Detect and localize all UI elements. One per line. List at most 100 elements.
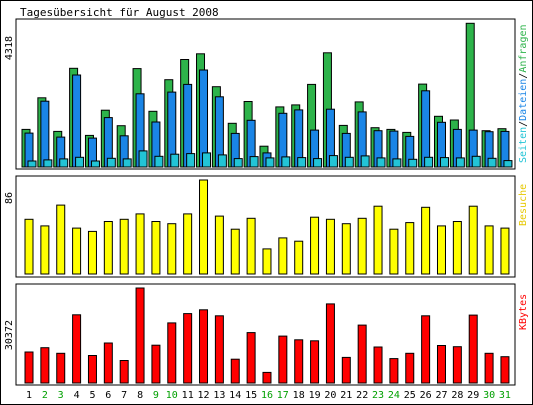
visits-legend: Besuche (518, 184, 529, 226)
day-label-18: 18 (293, 390, 305, 401)
besuche-bar-8 (135, 213, 145, 275)
besuche-bar-12 (199, 179, 209, 275)
kbytes-bar-14 (230, 358, 240, 384)
kbytes-bar-5 (87, 355, 97, 384)
day-label-21: 21 (340, 390, 352, 401)
kbytes-bar-13 (214, 315, 224, 384)
kbytes-bar-6 (103, 342, 113, 384)
kbytes-bar-16 (262, 371, 272, 384)
besuche-bar-26 (421, 206, 431, 275)
besuche-bar-7 (119, 218, 129, 275)
visits-bars (24, 179, 510, 275)
kbytes-bars (24, 287, 510, 384)
kbytes-bar-12 (199, 309, 209, 384)
seiten-bar-3 (59, 158, 69, 168)
seiten-bar-20 (328, 155, 338, 168)
day-label-1: 1 (26, 390, 32, 401)
besuche-bar-22 (357, 217, 367, 275)
day-label-17: 17 (277, 390, 289, 401)
seiten-bar-11 (186, 153, 196, 168)
hits-files-pages-bars (21, 22, 513, 168)
besuche-bar-3 (56, 204, 66, 275)
day-label-2: 2 (42, 390, 48, 401)
visits-max-label: 86 (4, 192, 15, 204)
day-label-29: 29 (467, 390, 479, 401)
kbytes-bar-23 (373, 346, 383, 384)
seiten-bar-23 (376, 157, 386, 168)
day-label-5: 5 (89, 390, 95, 401)
kbytes-bar-1 (24, 351, 34, 384)
kbytes-bar-2 (40, 347, 50, 384)
hits-files-pages-panel: 4318 Seiten/Dateien/Anfragen (4, 18, 529, 170)
kbytes-bar-24 (389, 358, 399, 384)
day-label-15: 15 (245, 390, 257, 401)
kbytes-bar-7 (119, 360, 129, 384)
kbytes-bar-8 (135, 287, 145, 384)
kbytes-bar-26 (421, 315, 431, 384)
besuche-bar-17 (278, 237, 288, 275)
kbytes-bar-27 (436, 345, 446, 384)
day-axis-labels: 1 2 3 4 5 6 7 8 9 10 11 12 13 14 15 16 17 18 19 20 21 22 23 24 2… (26, 390, 511, 401)
besuche-bar-18 (294, 240, 304, 275)
besuche-bar-25 (405, 222, 415, 275)
seiten-bar-16 (265, 157, 275, 168)
day-label-9: 9 (153, 390, 159, 401)
seiten-bar-26 (424, 156, 434, 168)
day-label-19: 19 (309, 390, 321, 401)
seiten-bar-8 (138, 150, 148, 168)
day-label-4: 4 (74, 390, 80, 401)
day-label-28: 28 (451, 390, 463, 401)
day-label-13: 13 (213, 390, 225, 401)
kbytes-bar-20 (325, 303, 335, 384)
legend-seiten: Seiten (518, 127, 529, 163)
kbytes-bar-30 (484, 352, 494, 384)
besuche-bar-10 (167, 223, 177, 275)
day-label-24: 24 (388, 390, 400, 401)
besuche-bar-27 (436, 225, 446, 275)
seiten-bar-31 (503, 160, 513, 168)
seiten-bar-7 (122, 158, 132, 168)
kbytes-bar-19 (310, 340, 320, 384)
day-label-23: 23 (372, 390, 384, 401)
legend-dateien: Dateien (518, 79, 529, 121)
besuche-bar-9 (151, 221, 161, 275)
day-label-14: 14 (229, 390, 241, 401)
hits-files-pages-legend: Seiten/Dateien/Anfragen (518, 24, 529, 163)
visits-panel: 86 Besuche (4, 175, 529, 278)
day-label-25: 25 (404, 390, 416, 401)
seiten-bar-21 (344, 156, 354, 168)
besuche-bar-2 (40, 225, 50, 275)
besuche-bar-24 (389, 228, 399, 275)
seiten-bar-14 (233, 158, 243, 168)
kbytes-bar-4 (72, 314, 82, 384)
kbytes-bar-29 (468, 314, 478, 384)
seiten-bar-27 (439, 157, 449, 168)
kbytes-max-label: 30372 (4, 320, 15, 350)
day-label-12: 12 (197, 390, 209, 401)
day-label-22: 22 (356, 390, 368, 401)
day-label-7: 7 (121, 390, 127, 401)
seiten-bar-24 (392, 158, 402, 168)
dateien-bar-4 (72, 74, 82, 168)
day-label-3: 3 (58, 390, 64, 401)
day-label-26: 26 (420, 390, 432, 401)
seiten-bar-13 (217, 154, 227, 168)
besuche-bar-5 (87, 230, 97, 275)
besuche-bar-28 (452, 221, 462, 275)
day-label-30: 30 (483, 390, 495, 401)
seiten-bar-4 (75, 156, 85, 168)
kbytes-bar-17 (278, 335, 288, 384)
day-label-10: 10 (166, 390, 178, 401)
seiten-bar-12 (202, 152, 212, 168)
besuche-bar-19 (310, 216, 320, 275)
seiten-bar-22 (360, 155, 370, 168)
besuche-bar-15 (246, 217, 256, 275)
seiten-bar-25 (408, 158, 418, 168)
besuche-bar-21 (341, 223, 351, 275)
dateien-bar-26 (421, 90, 431, 168)
kbytes-bar-28 (452, 346, 462, 384)
kbytes-plot-frame (15, 283, 516, 386)
besuche-bar-11 (183, 213, 193, 275)
seiten-bar-9 (154, 155, 164, 168)
